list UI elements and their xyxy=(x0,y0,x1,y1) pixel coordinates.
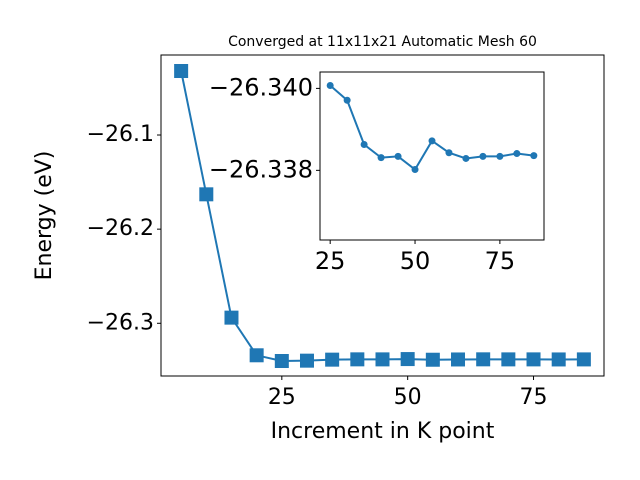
plot-area xyxy=(319,71,545,241)
marker xyxy=(400,352,415,367)
y-tick-label: −26.338 xyxy=(209,155,313,183)
marker xyxy=(199,187,214,202)
marker xyxy=(576,352,591,367)
marker xyxy=(174,64,189,79)
x-tick-label: 75 xyxy=(485,247,516,275)
marker xyxy=(249,348,264,363)
marker xyxy=(451,352,466,367)
marker xyxy=(299,353,314,368)
marker xyxy=(425,352,440,367)
marker xyxy=(411,166,419,174)
marker xyxy=(501,352,516,367)
marker xyxy=(343,96,351,104)
marker xyxy=(479,152,487,160)
marker xyxy=(462,154,470,162)
y-tick-label: −26.1 xyxy=(87,122,154,147)
marker xyxy=(360,141,368,149)
chart-title: Converged at 11x11x21 Automatic Mesh 60 xyxy=(228,34,537,50)
marker xyxy=(476,352,491,367)
x-tick-label: 75 xyxy=(520,385,548,410)
x-tick-label: 50 xyxy=(400,247,431,275)
marker xyxy=(551,352,566,367)
marker xyxy=(445,149,453,157)
marker xyxy=(375,352,390,367)
marker xyxy=(326,82,334,90)
x-tick-label: 25 xyxy=(268,385,296,410)
marker xyxy=(526,352,541,367)
y-tick-label: −26.3 xyxy=(87,310,154,335)
marker xyxy=(496,152,504,160)
marker xyxy=(350,352,365,367)
marker xyxy=(513,150,521,158)
y-tick-label: −26.340 xyxy=(209,73,313,101)
marker xyxy=(224,310,239,325)
x-tick-label: 25 xyxy=(315,247,346,275)
marker xyxy=(428,137,436,145)
marker xyxy=(325,352,340,367)
y-tick-label: −26.2 xyxy=(87,216,154,241)
x-tick-label: 50 xyxy=(394,385,422,410)
x-axis-label: Increment in K point xyxy=(271,419,495,444)
marker xyxy=(274,354,289,369)
y-axis-label: Energy (eV) xyxy=(32,151,57,281)
marker xyxy=(377,154,385,162)
marker xyxy=(394,152,402,160)
marker xyxy=(530,152,538,160)
